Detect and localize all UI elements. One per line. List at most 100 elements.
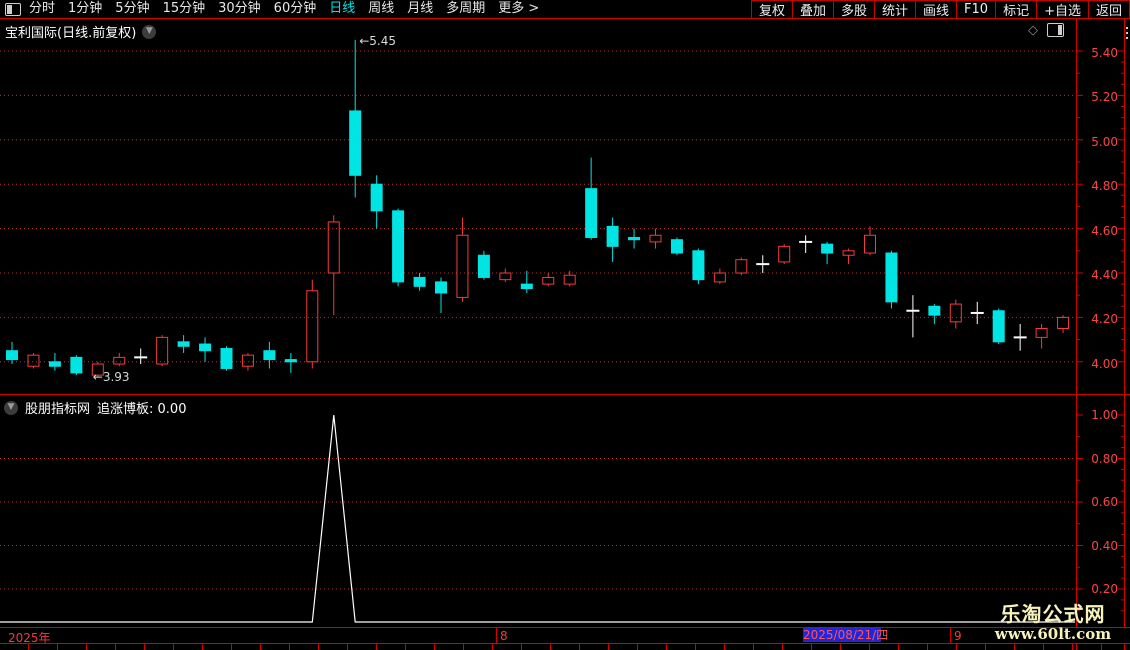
period-tab[interactable]: 30分钟 — [218, 1, 261, 16]
candle-up — [949, 303, 962, 323]
action-button[interactable]: 多股 — [832, 0, 874, 19]
action-button[interactable]: 画线 — [915, 0, 957, 19]
price-axis-label: 4.20 — [1091, 312, 1118, 327]
period-tab[interactable]: 分时 — [29, 1, 56, 16]
candle-up — [91, 363, 104, 376]
candle-up — [306, 290, 319, 363]
datebar-bottom-border — [0, 643, 1130, 644]
layout-icon[interactable] — [5, 2, 21, 16]
indicator-value: 追涨博板: 0.00 — [97, 402, 187, 417]
period-tab[interactable]: 月线 — [407, 1, 434, 16]
candle-down — [670, 239, 683, 254]
candle-down — [349, 110, 362, 176]
candle-up — [456, 234, 469, 298]
candle-up — [113, 356, 126, 365]
date-axis[interactable]: 2025年 8 2025/08/21/四 9 — [0, 628, 1130, 645]
candle-down — [606, 225, 619, 247]
action-button[interactable]: 标记 — [995, 0, 1037, 19]
candle-down — [263, 350, 276, 361]
drag-handle-icon[interactable] — [1126, 27, 1128, 42]
period-tab[interactable]: 多周期 — [446, 1, 486, 16]
candle-up — [713, 272, 726, 283]
price-axis-label: 4.00 — [1091, 356, 1118, 371]
candle-up — [542, 276, 555, 285]
low-price-annotation: ←3.93 — [92, 370, 130, 385]
watermark-url: www.60lt.com — [994, 625, 1112, 643]
candle-up — [156, 336, 169, 365]
indicator-axis-label: 0.80 — [1091, 451, 1118, 466]
candle-up — [1057, 316, 1070, 329]
candle-down — [435, 281, 447, 294]
month-tick — [496, 628, 497, 643]
price-axis-label: 4.80 — [1091, 179, 1118, 194]
chart-title-bar[interactable]: 宝利国际(日线.前复权) ▼ — [5, 22, 157, 41]
axis-border-left — [1076, 19, 1077, 650]
price-axis-label: 5.40 — [1091, 46, 1118, 60]
price-axis-label: 5.20 — [1091, 90, 1118, 105]
month-tick — [950, 628, 951, 643]
candle-down — [928, 305, 941, 316]
candlestick-chart[interactable] — [0, 19, 1075, 396]
period-tab[interactable]: 60分钟 — [273, 1, 317, 16]
candle-down — [48, 361, 61, 367]
action-button[interactable]: 统计 — [874, 0, 916, 19]
indicator-axis-label: 1.00 — [1091, 408, 1118, 422]
indicator-chart[interactable] — [0, 396, 1075, 627]
candle-down — [692, 250, 705, 281]
indicator-header: ▼ 股朋指标网 追涨博板: 0.00 — [4, 398, 186, 417]
action-button[interactable]: 返回 — [1087, 0, 1130, 19]
corner-tools: ◇ — [1028, 23, 1064, 37]
page-title: 宝利国际(日线.前复权) — [5, 26, 137, 41]
chevron-down-icon[interactable]: ▼ — [4, 400, 18, 415]
candle-up — [735, 259, 748, 274]
date-label-year: 2025年 — [8, 631, 51, 645]
top-menu-bar: 分时 1分钟 5分钟 15分钟 30分钟 60分钟 日线 周线 月线 多周期 更多 > 复权 叠加 多股… — [0, 0, 1130, 19]
candle-down — [821, 243, 834, 254]
candle-down — [70, 356, 83, 374]
candle-up — [241, 354, 254, 367]
date-label-september: 9 — [954, 629, 962, 643]
candle-down — [220, 347, 233, 369]
axis-border-right — [1124, 19, 1125, 650]
candle-up — [778, 245, 791, 263]
candle-down — [992, 310, 1005, 343]
candle-down — [520, 283, 533, 290]
split-view-icon[interactable] — [1047, 23, 1064, 37]
panel-separator[interactable] — [0, 394, 1130, 395]
candle-up — [864, 234, 876, 254]
period-tab[interactable]: 周线 — [368, 1, 395, 16]
date-label-august: 8 — [500, 629, 508, 643]
candle-up — [563, 274, 576, 285]
candle-down — [199, 343, 212, 352]
period-tab[interactable]: 5分钟 — [115, 1, 150, 16]
chevron-down-icon[interactable]: ▼ — [142, 24, 157, 39]
indicator-source: 股朋指标网 — [25, 402, 91, 417]
candle-down — [370, 183, 383, 212]
period-tab[interactable]: 日线 — [329, 1, 356, 16]
period-tab[interactable]: 15分钟 — [162, 1, 206, 16]
candle-up — [499, 272, 512, 281]
candle-up — [327, 221, 340, 274]
datebar-top-border — [0, 627, 1130, 628]
candle-down — [628, 236, 641, 241]
candle-up — [649, 234, 662, 243]
price-axis-label: 4.40 — [1091, 268, 1118, 282]
candle-down — [477, 254, 490, 278]
action-button[interactable]: 叠加 — [791, 0, 833, 19]
watermark-site-name: 乐淘公式网 — [1000, 602, 1106, 626]
period-tab[interactable]: 更多 > — [498, 1, 540, 16]
action-button[interactable]: 复权 — [750, 0, 792, 19]
candle-down — [413, 276, 426, 287]
period-tab[interactable]: 1分钟 — [68, 1, 103, 16]
diamond-icon[interactable]: ◇ — [1028, 22, 1038, 38]
action-button[interactable]: +自选 — [1036, 0, 1088, 19]
action-button[interactable]: F10 — [956, 0, 996, 18]
price-axis — [1076, 50, 1124, 612]
candle-up — [1035, 328, 1048, 338]
candle-down — [392, 210, 405, 283]
candle-up — [842, 250, 855, 256]
indicator-line — [0, 414, 1075, 623]
indicator-axis-label: 0.20 — [1091, 582, 1118, 596]
candle-down — [177, 341, 190, 347]
